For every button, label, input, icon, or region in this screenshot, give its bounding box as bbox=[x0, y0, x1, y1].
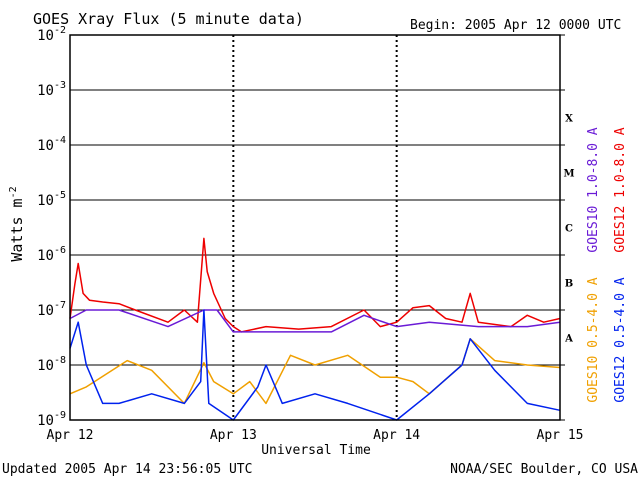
y-tick-label: 10-6 bbox=[37, 245, 66, 264]
y-tick-label: 10-5 bbox=[37, 190, 66, 209]
legend-entry: GOES12 1.0-8.0 A bbox=[613, 127, 628, 252]
flare-class-labels: A B C M X bbox=[563, 114, 574, 345]
y-tick-label: 10-3 bbox=[37, 80, 66, 99]
begin-label: Begin: 2005 Apr 12 0000 UTC bbox=[410, 18, 621, 33]
y-tick-label: 10-7 bbox=[37, 300, 66, 319]
y-tick-label: 10-8 bbox=[37, 355, 66, 374]
flare-class-label: M bbox=[563, 169, 574, 180]
flare-class-label: C bbox=[565, 224, 573, 235]
x-tick-label: Apr 13 bbox=[210, 428, 257, 443]
flare-class-label: X bbox=[565, 114, 573, 125]
flare-class-label: A bbox=[564, 334, 573, 345]
x-tick-label: Apr 14 bbox=[373, 428, 420, 443]
x-tick-label: Apr 15 bbox=[537, 428, 584, 443]
series-line bbox=[69, 309, 561, 333]
grid-layer bbox=[70, 34, 565, 421]
y-tick-label: 10-9 bbox=[37, 410, 66, 429]
flare-class-label: B bbox=[565, 279, 573, 290]
y-tick-label: 10-2 bbox=[37, 25, 66, 44]
legend: GOES10 1.0-8.0 A GOES12 1.0-8.0 A GOES10 0… bbox=[586, 127, 628, 402]
svg-text:Watts m-2: Watts m-2 bbox=[8, 186, 26, 261]
x-tick-label: Apr 12 bbox=[47, 428, 94, 443]
plot-frame bbox=[69, 34, 561, 421]
y-tick-label: 10-4 bbox=[37, 135, 66, 154]
chart-title: GOES Xray Flux (5 minute data) bbox=[33, 10, 304, 28]
y-axis-label: Watts m-2 bbox=[8, 186, 26, 261]
legend-entry: GOES12 0.5-4.0 A bbox=[613, 277, 628, 402]
source-label: NOAA/SEC Boulder, CO USA bbox=[450, 462, 638, 477]
series-layer bbox=[69, 237, 561, 421]
series-line bbox=[69, 309, 561, 421]
x-axis-label: Universal Time bbox=[261, 443, 371, 458]
legend-entry: GOES10 1.0-8.0 A bbox=[586, 127, 601, 252]
x-tick-labels: Apr 12 Apr 13 Apr 14 Apr 15 bbox=[47, 428, 584, 443]
y-tick-labels: 10-9 10-8 10-7 10-6 10-5 10-4 10-3 10-2 bbox=[37, 25, 66, 429]
legend-entry: GOES10 0.5-4.0 A bbox=[586, 277, 601, 402]
updated-label: Updated 2005 Apr 14 23:56:05 UTC bbox=[2, 462, 252, 477]
